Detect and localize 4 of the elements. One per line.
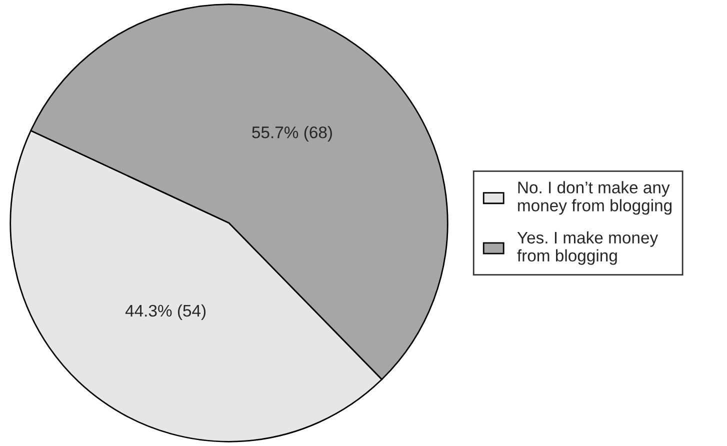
legend-label: No. I don’t make any money from blogging: [518, 181, 672, 215]
legend-label: Yes. I make money from blogging: [517, 231, 658, 265]
data-label: 55.7% (68): [252, 126, 332, 142]
data-label: 44.3% (54): [125, 304, 206, 320]
